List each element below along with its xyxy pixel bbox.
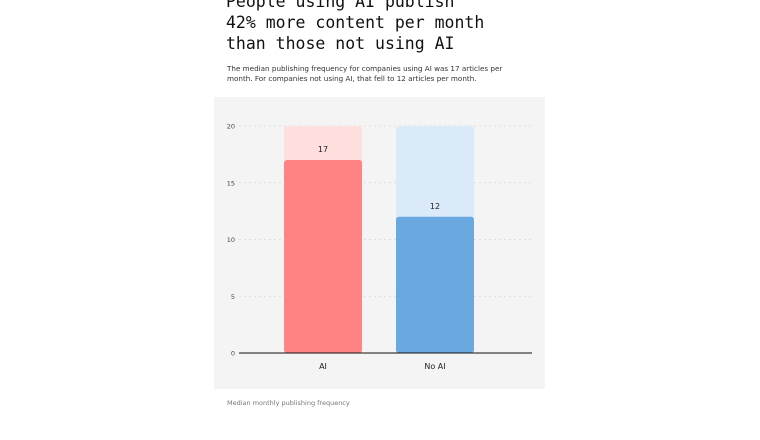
y-tick-label: 5: [231, 293, 235, 301]
y-tick-label: 20: [227, 123, 235, 131]
data-label-ai: 17: [318, 145, 328, 154]
y-tick-label: 15: [227, 179, 235, 187]
x-tick-label-ai: AI: [319, 362, 327, 371]
title-line-3: than those not using AI: [226, 34, 455, 53]
chart-title: People using AI publish 42% more content…: [226, 0, 556, 54]
chart-caption: Median monthly publishing frequency: [227, 399, 350, 407]
bar-no-ai: [396, 216, 474, 353]
chart-subtitle: The median publishing frequency for comp…: [227, 64, 503, 83]
chart-panel: 0 5 10 15 20 17 AI 12 No AI: [214, 97, 545, 389]
bar-chart: 0 5 10 15 20 17 AI 12 No AI: [227, 123, 532, 371]
title-line-2: 42% more content per month: [226, 13, 485, 32]
title-line-1: People using AI publish: [226, 0, 455, 11]
y-tick-label: 10: [227, 236, 235, 244]
x-tick-label-no-ai: No AI: [424, 362, 445, 371]
y-tick-label: 0: [231, 350, 235, 358]
bar-ai: [284, 160, 362, 353]
data-label-no-ai: 12: [430, 202, 440, 211]
